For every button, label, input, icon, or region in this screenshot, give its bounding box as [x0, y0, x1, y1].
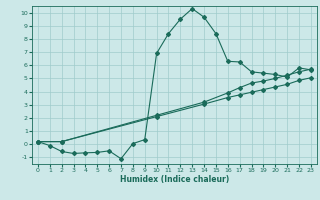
- X-axis label: Humidex (Indice chaleur): Humidex (Indice chaleur): [120, 175, 229, 184]
